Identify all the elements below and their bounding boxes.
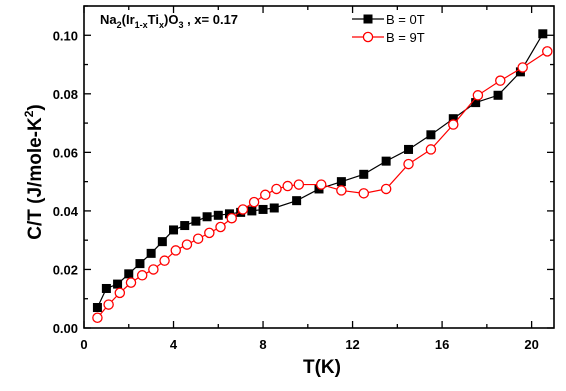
data-point <box>146 248 156 258</box>
data-point <box>191 216 201 226</box>
data-point <box>404 144 414 154</box>
data-point <box>192 233 204 244</box>
annotation-part: , x= 0.17 <box>183 12 238 27</box>
data-point <box>336 185 347 196</box>
data-point <box>136 270 148 281</box>
plot-frame <box>83 5 555 329</box>
data-point <box>336 177 346 187</box>
y-axis-title-part: ) <box>25 104 46 110</box>
data-point <box>114 287 126 299</box>
data-point <box>381 156 391 166</box>
y-tick-label: 0.10 <box>53 28 78 43</box>
data-point <box>92 303 102 313</box>
data-point <box>92 312 103 324</box>
data-point <box>271 183 282 195</box>
data-point <box>202 212 212 222</box>
data-point <box>517 62 528 73</box>
data-point <box>425 144 437 155</box>
data-point <box>215 221 226 233</box>
data-point <box>169 225 179 235</box>
data-point <box>542 46 553 57</box>
data-point <box>204 227 215 239</box>
data-point <box>426 130 436 140</box>
x-tick-label: 20 <box>524 337 538 352</box>
y-tick-label: 0.06 <box>53 145 78 160</box>
data-point <box>282 180 293 192</box>
data-point <box>269 203 279 213</box>
annotation-part: )O <box>164 12 178 27</box>
chart-annotation: Na2(Ir1-xTix)O3 , x= 0.17 <box>100 12 238 30</box>
legend: B = 0T B = 9T <box>352 12 425 45</box>
y-axis-title-part: C/T (J/mole-K <box>25 117 46 240</box>
legend-label: B = 9T <box>386 30 425 45</box>
data-point <box>181 239 193 250</box>
data-point <box>103 299 114 310</box>
data-point <box>358 188 370 199</box>
legend-label: B = 0T <box>386 12 425 27</box>
data-point <box>159 255 170 266</box>
legend-marker <box>363 14 373 24</box>
data-point <box>258 204 268 214</box>
data-point <box>471 98 481 108</box>
data-point <box>292 196 302 206</box>
x-tick-label: 12 <box>345 337 359 352</box>
annotation-part: 1-x <box>135 20 148 30</box>
series-layer <box>92 29 553 324</box>
data-point <box>148 264 159 275</box>
y-tick-label: 0.08 <box>53 87 78 102</box>
data-point <box>125 277 137 288</box>
x-tick-label: 4 <box>170 337 178 352</box>
x-tick-label: 0 <box>80 337 87 352</box>
data-point <box>135 259 145 269</box>
data-point <box>124 269 134 279</box>
y-axis-title: C/T (J/mole-K2) <box>22 104 46 239</box>
annotation-part: 3 <box>178 20 183 30</box>
data-point <box>248 196 260 208</box>
data-point <box>113 279 123 289</box>
series-b-9t <box>92 46 553 324</box>
y-tick-label: 0.04 <box>53 204 79 219</box>
y-axis-title-part: 2 <box>22 110 36 117</box>
x-tick-label: 8 <box>259 337 266 352</box>
data-point <box>315 179 327 190</box>
data-point <box>293 179 305 190</box>
data-point <box>226 212 237 224</box>
data-point <box>247 206 257 216</box>
data-point <box>403 158 414 170</box>
data-point <box>448 114 458 124</box>
data-point <box>170 245 182 256</box>
data-point <box>359 169 369 179</box>
data-point <box>213 210 223 220</box>
annotation-part: 2 <box>117 20 122 30</box>
y-tick-label: 0.00 <box>53 321 78 336</box>
axis-layer: 0 4 8 12 16 20 0.00 0.02 0.04 0.06 0.08 0.10 <box>53 5 554 352</box>
data-point <box>101 283 111 293</box>
data-point <box>237 204 249 215</box>
data-point <box>180 221 190 231</box>
annotation-part: x <box>159 20 164 30</box>
data-point <box>472 90 484 101</box>
annotation-part: Na <box>100 12 117 27</box>
legend-marker <box>362 31 374 43</box>
data-point <box>495 75 506 86</box>
data-point <box>157 237 167 247</box>
x-tick-label: 16 <box>435 337 449 352</box>
data-point <box>448 119 459 130</box>
data-point <box>493 90 503 100</box>
annotation-part: Ti <box>148 12 159 27</box>
x-axis-title: T(K) <box>303 357 341 378</box>
y-tick-label: 0.02 <box>53 262 78 277</box>
annotation-part: (Ir <box>122 12 135 27</box>
data-point <box>380 183 392 195</box>
data-point <box>538 29 548 39</box>
data-point <box>260 189 271 201</box>
